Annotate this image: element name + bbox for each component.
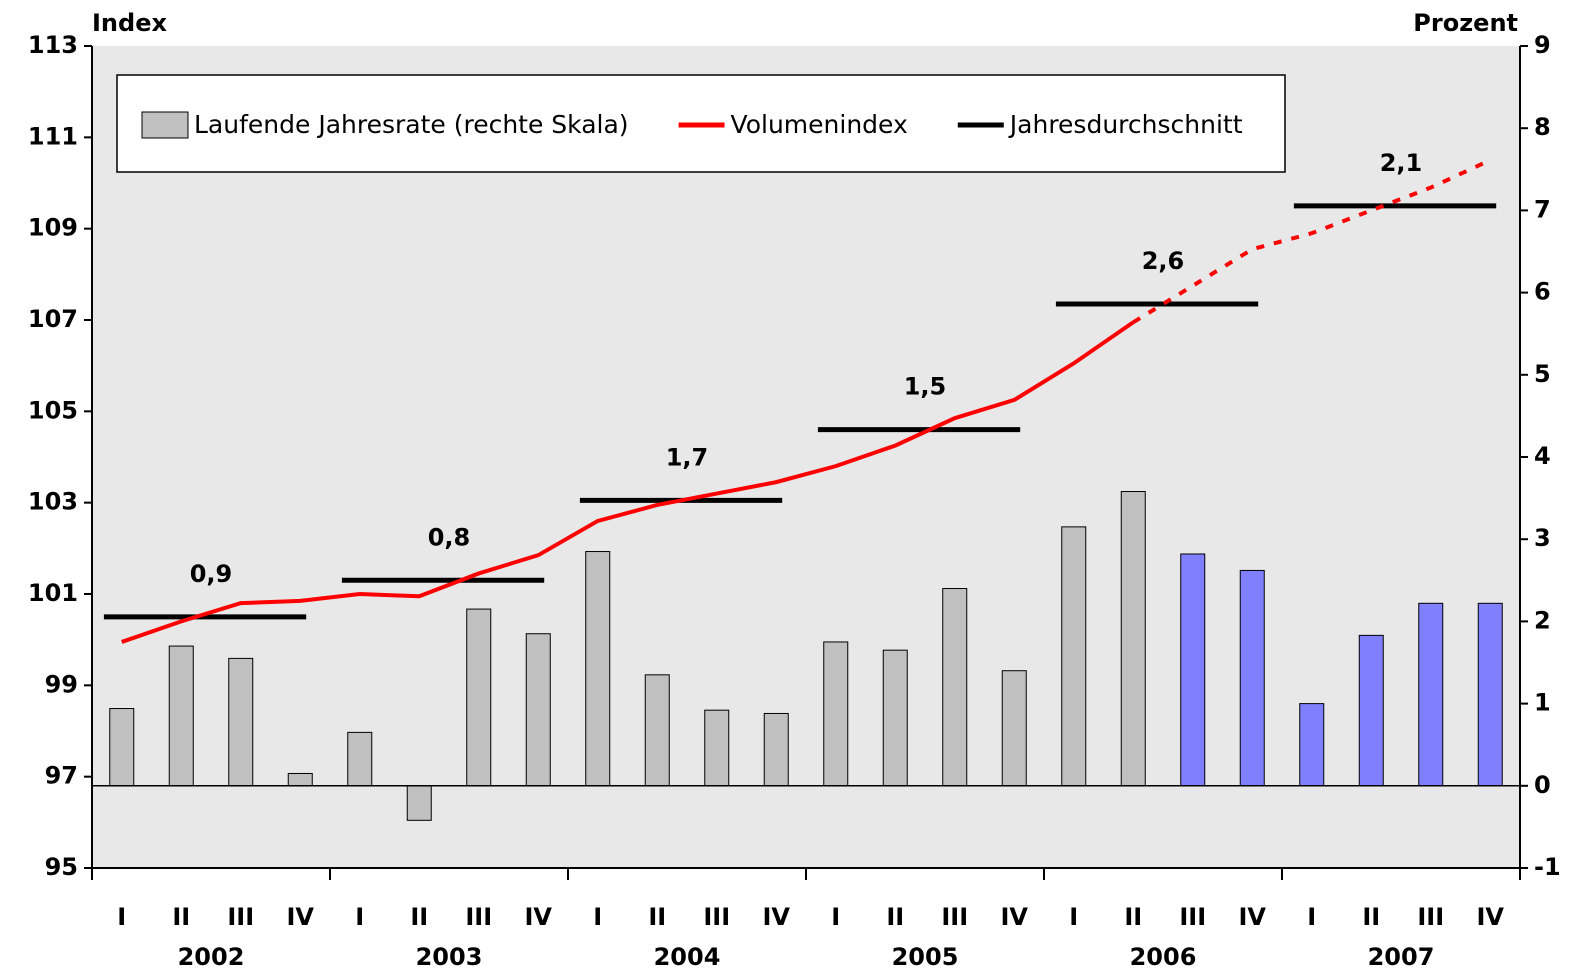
x-group-label: 2002 bbox=[178, 943, 245, 971]
bar bbox=[228, 657, 254, 787]
legend-label: Laufende Jahresrate (rechte Skala) bbox=[194, 110, 629, 139]
x-tick-label: IV bbox=[1238, 903, 1266, 931]
y-tick-label: 105 bbox=[28, 396, 78, 424]
bar bbox=[1180, 553, 1206, 787]
legend-label: Jahresdurchschnitt bbox=[1008, 110, 1243, 139]
y-axis-title: Index bbox=[92, 9, 167, 37]
line bbox=[121, 320, 1135, 644]
x-tick-label: I bbox=[117, 903, 126, 931]
x-group-label: 2003 bbox=[416, 943, 483, 971]
y-tick-label: 103 bbox=[28, 488, 78, 516]
y2-tick-label: 3 bbox=[1534, 524, 1551, 552]
y2-tick-label: 5 bbox=[1534, 360, 1551, 388]
bar bbox=[168, 645, 194, 787]
line-forecast bbox=[1132, 158, 1492, 324]
x-group-label: 2006 bbox=[1130, 943, 1197, 971]
y-tick-label: 111 bbox=[28, 122, 78, 150]
y-tick-label: 99 bbox=[45, 670, 78, 698]
y2-tick-label: 4 bbox=[1534, 442, 1551, 470]
y-tick-label: 109 bbox=[28, 214, 78, 242]
x-group-label: 2007 bbox=[1368, 943, 1435, 971]
x-tick-label: IV bbox=[762, 903, 790, 931]
bar bbox=[644, 674, 670, 787]
y2-tick-label: 7 bbox=[1534, 195, 1551, 223]
legend-swatch bbox=[141, 111, 189, 139]
annual-rate-label: 2,1 bbox=[1380, 149, 1423, 177]
bar bbox=[1358, 634, 1384, 787]
y-tick-label: 107 bbox=[28, 305, 78, 333]
bar bbox=[1299, 703, 1325, 787]
x-tick-label: III bbox=[1179, 903, 1206, 931]
y-tick-label: 113 bbox=[28, 31, 78, 59]
bar bbox=[585, 551, 611, 787]
x-tick-label: II bbox=[886, 903, 904, 931]
x-tick-label: II bbox=[410, 903, 428, 931]
bar bbox=[287, 772, 313, 787]
bar bbox=[1477, 602, 1503, 787]
bar bbox=[942, 588, 968, 787]
y-tick-label: 95 bbox=[45, 853, 78, 881]
x-tick-label: III bbox=[1417, 903, 1444, 931]
annual-rate-label: 2,6 bbox=[1142, 247, 1185, 275]
x-tick-label: II bbox=[648, 903, 666, 931]
y2-tick-label: 2 bbox=[1534, 606, 1551, 634]
x-tick-label: I bbox=[831, 903, 840, 931]
x-tick-label: I bbox=[1307, 903, 1316, 931]
bar bbox=[763, 712, 789, 787]
bar bbox=[347, 731, 373, 787]
bar bbox=[1239, 569, 1265, 787]
bar bbox=[406, 785, 432, 821]
y-tick-label: 97 bbox=[45, 762, 78, 790]
y2-tick-label: 9 bbox=[1534, 31, 1551, 59]
annual-rate-label: 0,9 bbox=[190, 560, 233, 588]
x-tick-label: III bbox=[703, 903, 730, 931]
x-tick-label: IV bbox=[1476, 903, 1504, 931]
legend-label: Volumenindex bbox=[731, 110, 908, 139]
y2-tick-label: -1 bbox=[1534, 853, 1561, 881]
x-tick-label: IV bbox=[1000, 903, 1028, 931]
x-tick-label: I bbox=[355, 903, 364, 931]
annual-rate-label: 1,5 bbox=[904, 373, 947, 401]
x-tick-label: III bbox=[941, 903, 968, 931]
bar bbox=[466, 608, 492, 787]
bar bbox=[109, 708, 135, 787]
x-tick-label: II bbox=[1362, 903, 1380, 931]
y2-tick-label: 6 bbox=[1534, 278, 1551, 306]
bar bbox=[1418, 602, 1444, 787]
x-tick-label: II bbox=[1124, 903, 1142, 931]
x-tick-label: IV bbox=[286, 903, 314, 931]
y-tick-label: 101 bbox=[28, 579, 78, 607]
x-tick-label: III bbox=[465, 903, 492, 931]
bar bbox=[1061, 526, 1087, 787]
x-tick-label: IV bbox=[524, 903, 552, 931]
y2-tick-label: 0 bbox=[1534, 771, 1551, 799]
x-group-label: 2005 bbox=[892, 943, 959, 971]
x-tick-label: I bbox=[593, 903, 602, 931]
bar bbox=[525, 633, 551, 787]
x-tick-label: III bbox=[227, 903, 254, 931]
annual-rate-label: 1,7 bbox=[666, 443, 709, 471]
y2-axis-title: Prozent bbox=[1413, 9, 1518, 37]
bar bbox=[882, 649, 908, 787]
x-tick-label: I bbox=[1069, 903, 1078, 931]
x-group-label: 2004 bbox=[654, 943, 721, 971]
annual-rate-label: 0,8 bbox=[428, 523, 471, 551]
bar bbox=[704, 709, 730, 787]
x-tick-label: II bbox=[172, 903, 190, 931]
y2-tick-label: 8 bbox=[1534, 113, 1551, 141]
bar bbox=[1120, 491, 1146, 787]
bar bbox=[1001, 670, 1027, 787]
bar bbox=[823, 641, 849, 787]
y2-tick-label: 1 bbox=[1534, 689, 1551, 717]
plot-area bbox=[92, 46, 1520, 868]
